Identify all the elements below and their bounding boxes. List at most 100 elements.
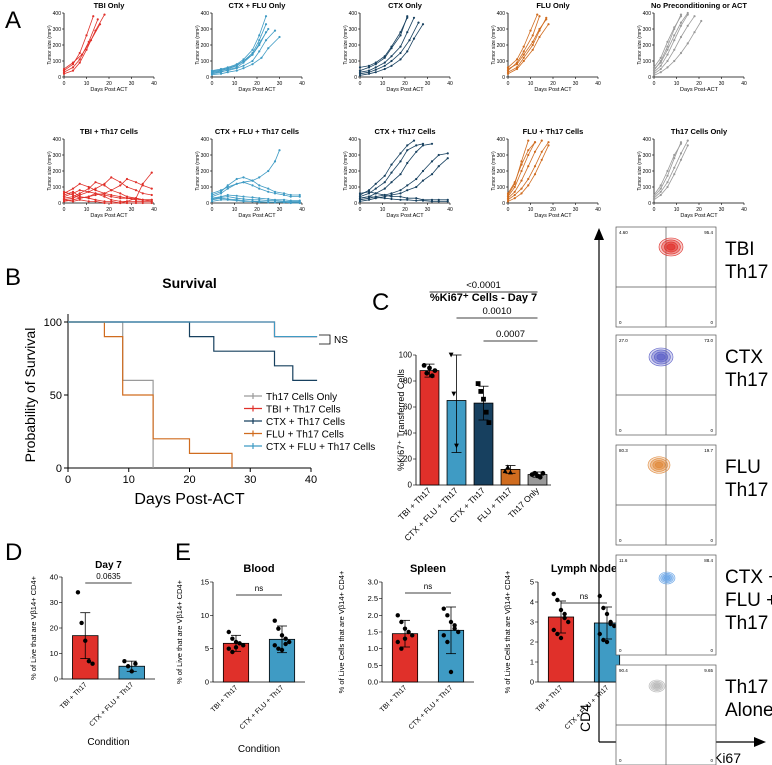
y-tick-label: 5	[530, 578, 534, 587]
series-line	[507, 23, 549, 75]
data-point	[515, 58, 519, 61]
x-axis-label: Days Post ACT	[238, 87, 276, 93]
flow-condition-label: FLU +	[725, 590, 772, 611]
data-point	[412, 139, 416, 142]
ns-bracket	[319, 334, 331, 345]
x-tick-label: CTX + FLU + Th17	[239, 684, 286, 731]
data-point	[679, 35, 683, 39]
data-point	[226, 184, 229, 187]
data-point	[358, 66, 362, 69]
data-point	[522, 45, 525, 48]
p-value-label: ns	[580, 592, 588, 601]
data-point	[486, 420, 492, 425]
data-point	[78, 182, 81, 185]
data-point	[367, 192, 371, 195]
data-point	[513, 190, 516, 193]
series-line	[63, 191, 152, 204]
data-point	[78, 58, 81, 61]
y-tick-label: 100	[497, 185, 506, 191]
data-point	[538, 35, 541, 39]
data-point	[242, 61, 245, 64]
x-axis-label: Days Post-ACT	[680, 87, 719, 93]
legend-entry: FLU + Th17 Cells	[266, 430, 344, 441]
y-axis-label: % of Live that are Vβ14+ CD4+	[175, 579, 184, 684]
x-tick-label: TBI + Th17	[59, 681, 89, 711]
data-point	[87, 190, 90, 193]
data-point	[272, 618, 277, 623]
quadrant-value: 0	[619, 538, 622, 543]
data-point	[399, 152, 402, 155]
y-tick-label: 10	[50, 649, 58, 658]
data-point	[71, 187, 75, 190]
data-point	[399, 192, 402, 195]
data-point	[71, 63, 75, 66]
data-point	[424, 370, 430, 376]
data-point	[515, 63, 519, 66]
quadrant-value: 0	[710, 758, 713, 763]
data-point	[282, 193, 286, 197]
data-point	[506, 67, 510, 71]
data-point	[666, 169, 669, 173]
data-point	[659, 184, 662, 187]
data-point	[242, 59, 245, 63]
tumor-growth-plot: 0 100 200 300 400 0 10 20 30 40 Days Post ACT Tumor…	[195, 127, 305, 219]
y-tick-label: 1	[530, 658, 534, 667]
data-point	[226, 629, 231, 635]
data-point	[242, 64, 245, 67]
data-point	[264, 15, 268, 18]
data-point	[551, 591, 556, 597]
x-tick-label: 0	[211, 207, 214, 213]
data-point	[119, 195, 122, 198]
data-point	[71, 192, 75, 195]
data-point	[367, 189, 371, 192]
data-point	[527, 165, 530, 168]
data-point	[282, 198, 286, 201]
data-point	[71, 190, 75, 193]
data-point	[673, 157, 676, 160]
panel-letter-b: B	[5, 264, 21, 291]
x-tick-label: 20	[402, 207, 408, 213]
data-point	[219, 72, 223, 75]
quadrant-value: 0	[619, 320, 622, 325]
data-point	[62, 190, 66, 193]
data-point	[555, 597, 560, 603]
x-tick-label: 10	[84, 81, 90, 87]
x-tick-label: 40	[151, 207, 157, 213]
data-point	[506, 71, 510, 74]
data-point	[406, 629, 411, 635]
series-line	[211, 176, 300, 196]
data-point	[408, 39, 411, 42]
data-point	[141, 200, 144, 203]
flow-condition-label: Th17	[725, 370, 768, 391]
data-point	[374, 187, 377, 190]
y-tick-label: 300	[201, 153, 210, 159]
y-tick-label: 5	[205, 644, 209, 653]
data-point	[390, 64, 393, 67]
data-point	[358, 200, 362, 203]
y-tick-label: 0	[58, 75, 61, 81]
y-tick-label: 80	[403, 377, 412, 386]
data-point	[527, 184, 530, 187]
data-point	[141, 182, 144, 185]
data-point	[94, 200, 97, 203]
data-point	[235, 182, 238, 185]
data-point	[94, 187, 97, 190]
data-point	[597, 631, 602, 637]
data-point	[233, 645, 239, 650]
data-point	[566, 619, 571, 625]
data-point	[666, 181, 669, 184]
data-point	[226, 195, 229, 198]
x-tick-label: 30	[573, 81, 579, 87]
data-point	[545, 16, 548, 19]
data-point	[374, 192, 377, 195]
data-point	[141, 198, 144, 201]
x-tick-label: 30	[719, 207, 725, 213]
data-point	[441, 633, 446, 638]
data-point	[383, 187, 386, 190]
data-point	[62, 200, 66, 203]
data-point	[399, 189, 402, 192]
x-tick-label: 20	[106, 207, 112, 213]
data-point	[267, 27, 270, 31]
data-point	[62, 198, 66, 201]
series-line	[63, 172, 153, 204]
